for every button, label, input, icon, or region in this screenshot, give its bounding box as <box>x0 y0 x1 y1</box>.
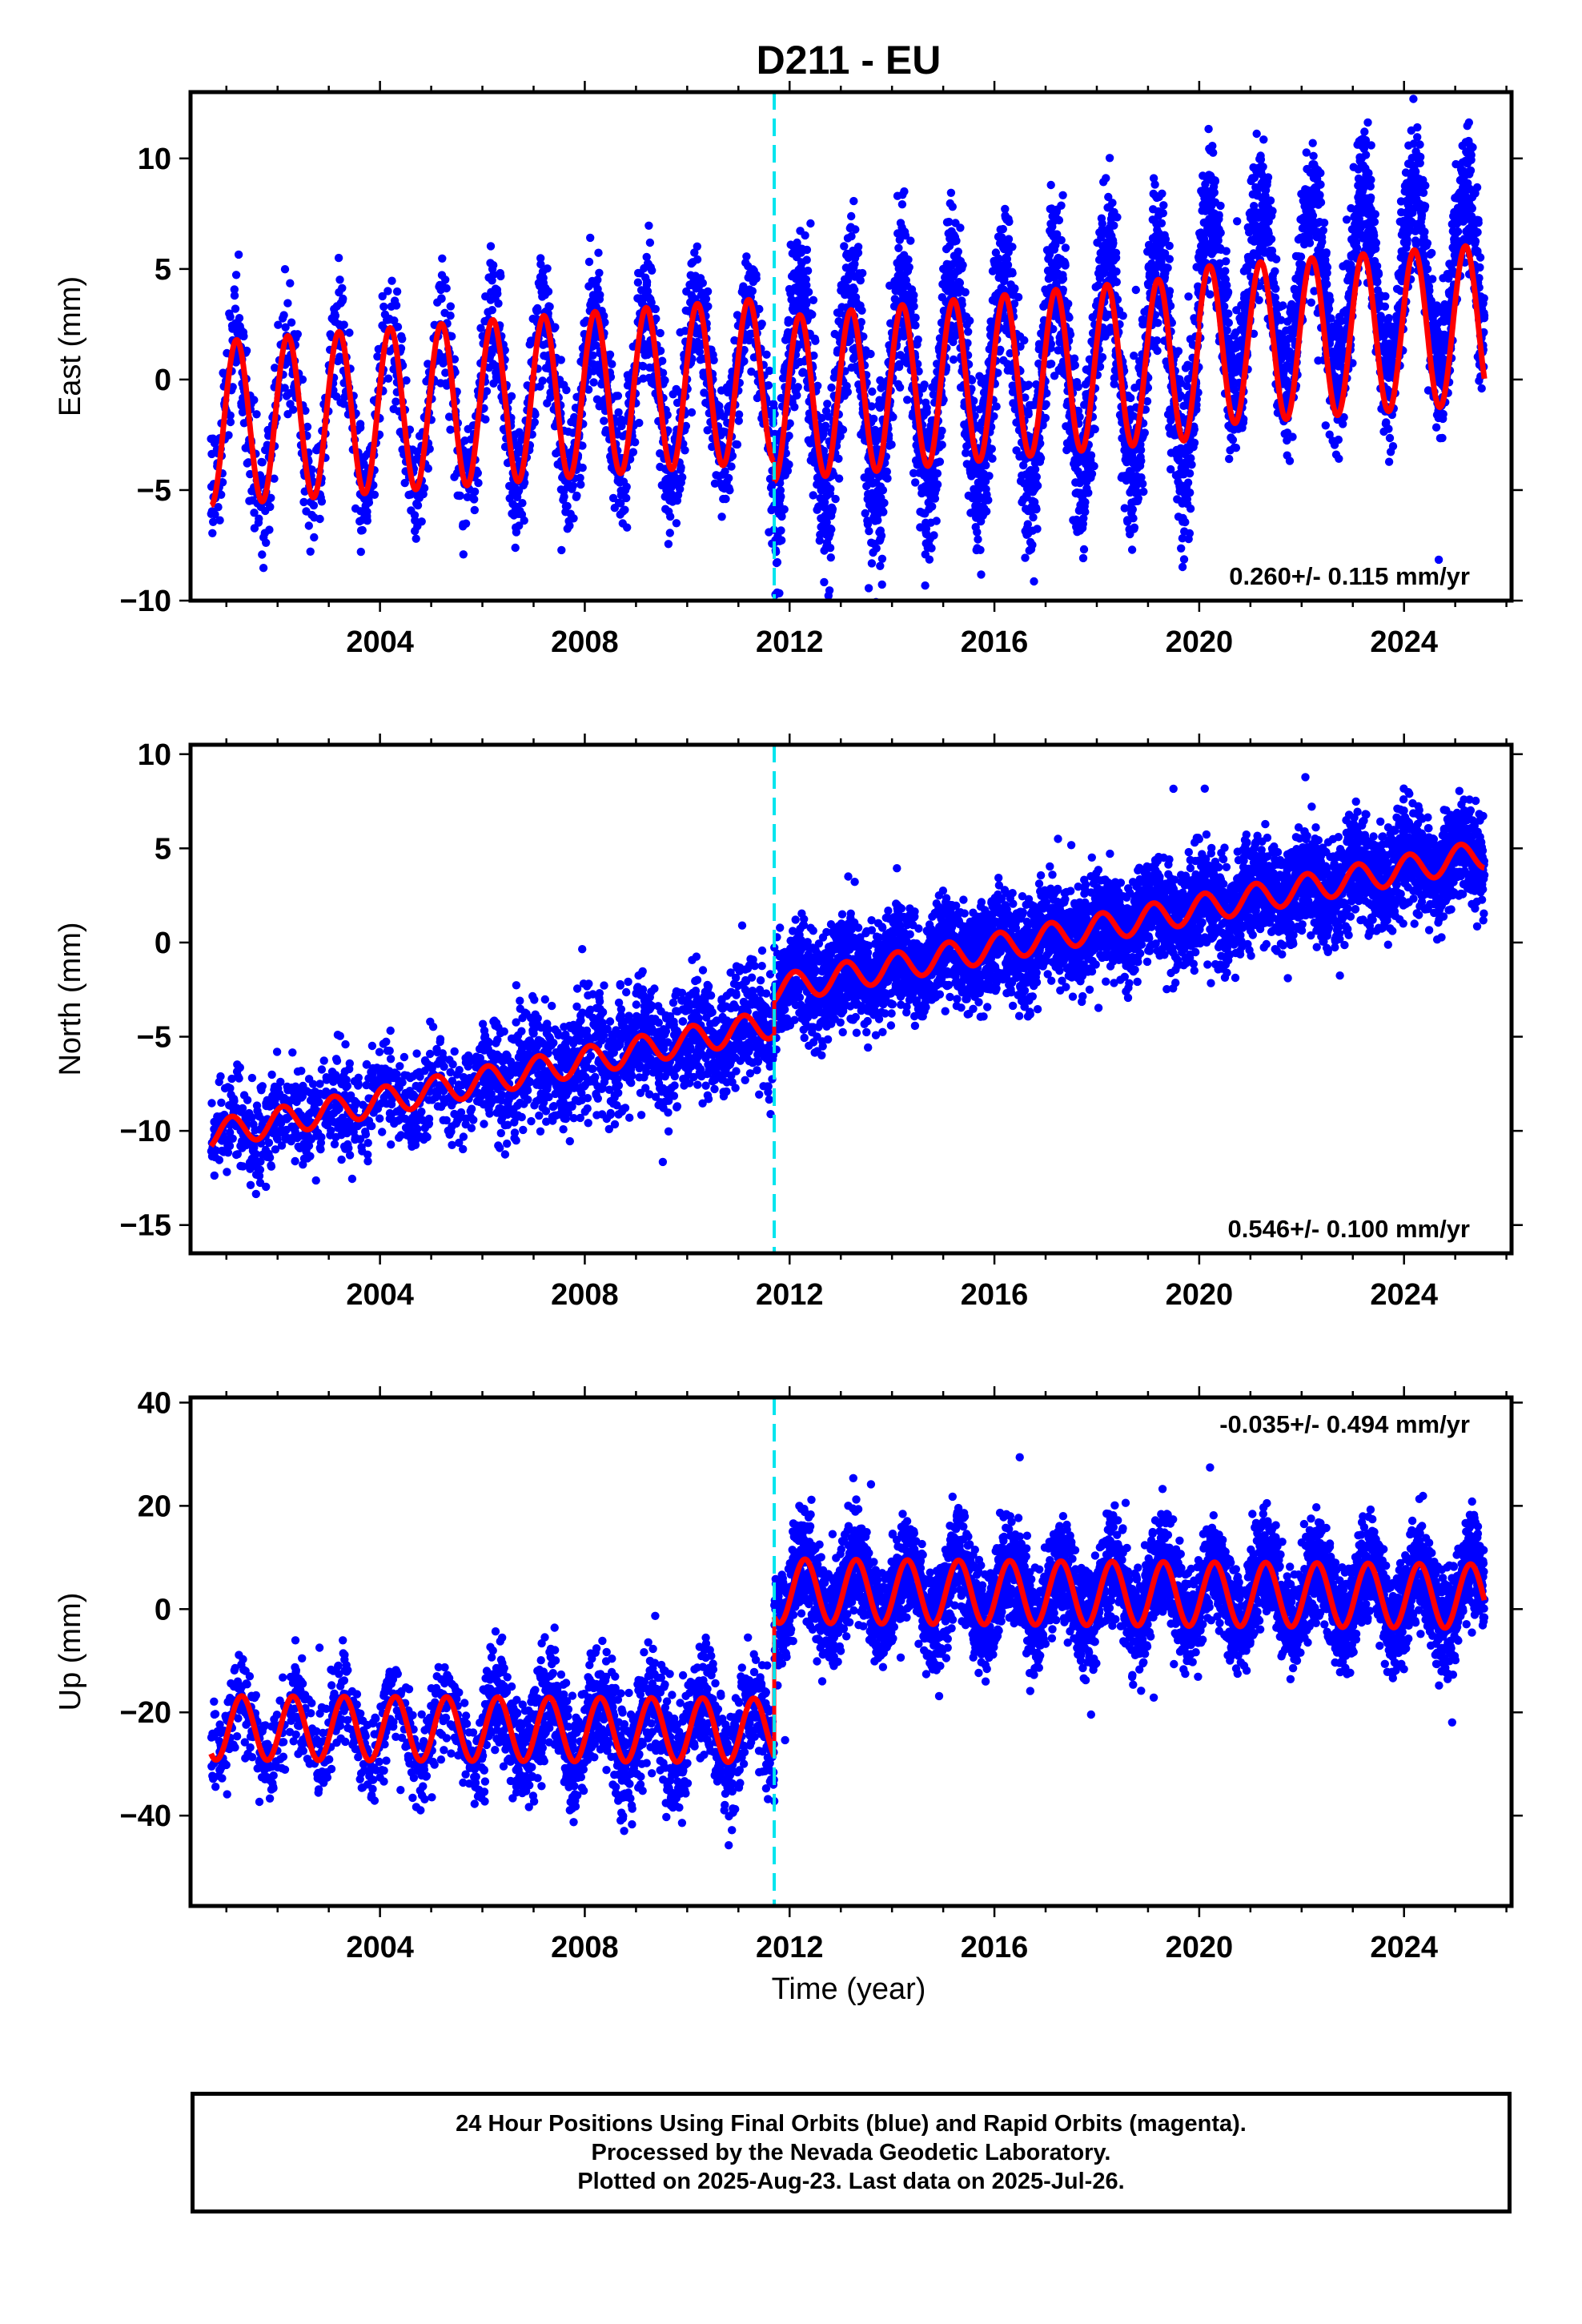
rate-label: 0.260+/- 0.115 mm/yr <box>1229 562 1470 590</box>
y-tick-label: −20 <box>120 1696 171 1730</box>
x-tick-label: 2004 <box>346 625 414 659</box>
y-tick-label: 40 <box>138 1386 171 1420</box>
footer-line-3: Plotted on 2025-Aug-23. Last data on 202… <box>577 2169 1125 2194</box>
y-tick-label: 20 <box>138 1490 171 1523</box>
chart-title: D211 - EU <box>757 38 942 82</box>
x-tick-label: 2016 <box>961 1278 1029 1312</box>
model-curve-segment <box>773 276 1203 485</box>
y-tick-label: 0 <box>155 927 171 960</box>
y-tick-label: 0 <box>155 364 171 397</box>
x-tick-label: 2012 <box>756 1931 824 1964</box>
x-tick-label: 2024 <box>1370 625 1438 659</box>
plot-frame <box>188 1395 1514 1908</box>
x-tick-label: 2016 <box>961 625 1029 659</box>
y-tick-label: 0 <box>155 1593 171 1626</box>
y-tick-label: −15 <box>120 1209 171 1243</box>
y-axis-label: North (mm) <box>54 922 87 1076</box>
x-tick-label: 2008 <box>551 1931 619 1964</box>
x-tick-label: 2012 <box>756 625 824 659</box>
x-tick-label: 2020 <box>1166 1278 1234 1312</box>
panels: 2004 2008 2012 2016 2020 2024 −10 −5 0 5 10 East (m… <box>54 81 1523 1964</box>
x-tick-label: 2016 <box>961 1931 1029 1964</box>
panel-north: 2004 2008 2012 2016 2020 2024 −15 −10 −5 0 5 10 Nort… <box>54 734 1523 1312</box>
rate-label: 0.546+/- 0.100 mm/yr <box>1228 1215 1470 1243</box>
rate-label: -0.035+/- 0.494 mm/yr <box>1219 1410 1470 1438</box>
x-tick-label: 2024 <box>1370 1278 1438 1312</box>
footer-line-2: Processed by the Nevada Geodetic Laborat… <box>591 2140 1111 2165</box>
panel-up: 2004 2008 2012 2016 2020 2024 −40 −20 0 20 40 Up (m… <box>54 1386 1523 1964</box>
footer-line-1: 24 Hour Positions Using Final Orbits (bl… <box>456 2111 1247 2137</box>
panel-east: 2004 2008 2012 2016 2020 2024 −10 −5 0 5 10 East (m… <box>54 81 1523 659</box>
footer-box: 24 Hour Positions Using Final Orbits (bl… <box>191 2092 1512 2213</box>
data-points <box>207 773 1489 1199</box>
x-tick-label: 2004 <box>346 1931 414 1964</box>
y-tick-label: −10 <box>120 1115 171 1148</box>
x-tick-label: 2020 <box>1166 625 1234 659</box>
y-tick-label: −10 <box>120 585 171 618</box>
model-curve-segment <box>208 1693 777 1766</box>
y-tick-label: 5 <box>155 832 171 866</box>
y-tick-label: 10 <box>138 738 171 772</box>
y-tick-label: −40 <box>120 1799 171 1833</box>
x-tick-label: 2008 <box>551 625 619 659</box>
x-tick-label: 2012 <box>756 1278 824 1312</box>
x-tick-label: 2020 <box>1166 1931 1234 1964</box>
y-tick-label: 5 <box>155 253 171 287</box>
x-axis-label: Time (year) <box>772 1972 926 2006</box>
x-tick-label: 2024 <box>1370 1931 1438 1964</box>
y-axis-label: East (mm) <box>54 276 87 416</box>
x-tick-label: 2008 <box>551 1278 619 1312</box>
data-points <box>207 1453 1489 1850</box>
model-curve-segment <box>1196 243 1488 426</box>
model-curve-segment <box>209 296 776 509</box>
y-axis-label: Up (mm) <box>54 1593 87 1711</box>
model-curve-segment <box>772 841 1485 1003</box>
y-tick-label: −5 <box>137 1021 171 1055</box>
y-tick-label: 10 <box>138 143 171 176</box>
plot-frame <box>188 90 1514 603</box>
x-tick-label: 2004 <box>346 1278 414 1312</box>
model-curve-segment <box>771 1556 1488 1631</box>
plot-frame <box>188 742 1514 1256</box>
model-curve-segment <box>208 1012 777 1148</box>
y-tick-label: −5 <box>137 474 171 508</box>
